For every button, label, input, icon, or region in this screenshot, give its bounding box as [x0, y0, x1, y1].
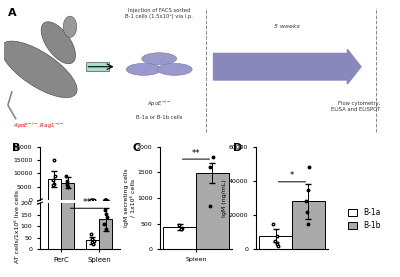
Text: Flow cytometry,
ELISA and ELISPOT: Flow cytometry, ELISA and ELISPOT — [331, 101, 380, 112]
Text: B: B — [12, 143, 20, 153]
Text: 5 weeks: 5 weeks — [274, 24, 300, 29]
Text: **: ** — [192, 148, 200, 158]
Ellipse shape — [63, 16, 77, 37]
Bar — [259, 236, 292, 249]
Bar — [292, 201, 325, 249]
Text: A: A — [8, 8, 16, 18]
Circle shape — [126, 63, 161, 75]
Ellipse shape — [41, 22, 76, 64]
Bar — [163, 227, 196, 249]
Bar — [86, 240, 99, 249]
Ellipse shape — [1, 41, 77, 98]
Text: $\mathit{ApoE^{-/-}.Rag1^{-/-}}$: $\mathit{ApoE^{-/-}.Rag1^{-/-}}$ — [13, 120, 64, 130]
Circle shape — [142, 53, 177, 65]
Bar — [99, 219, 112, 249]
FancyBboxPatch shape — [87, 62, 110, 72]
Circle shape — [157, 63, 192, 75]
Bar — [196, 173, 229, 249]
Y-axis label: IgM secreting cells
/ 1x10⁶ cells: IgM secreting cells / 1x10⁶ cells — [124, 169, 135, 227]
Text: D: D — [233, 143, 242, 153]
FancyArrow shape — [214, 49, 361, 84]
Text: $\mathit{ApoE^{-/-}}$: $\mathit{ApoE^{-/-}}$ — [147, 99, 171, 109]
Text: Injection of FACS sorted
B-1 cells (1.5x10⁵) via i.p.: Injection of FACS sorted B-1 cells (1.5x… — [125, 8, 193, 19]
Text: **: ** — [82, 198, 91, 207]
Text: *: * — [290, 171, 294, 180]
Text: C: C — [133, 143, 141, 153]
Y-axis label: IgM (ng/mL): IgM (ng/mL) — [222, 179, 228, 217]
Bar — [61, 183, 74, 200]
Bar — [48, 0, 61, 249]
Legend: B-1a, B-1b: B-1a, B-1b — [344, 205, 384, 233]
Y-axis label: AT cells/1x10⁶ live cells: AT cells/1x10⁶ live cells — [14, 190, 19, 263]
Text: B-1a or B-1b cells: B-1a or B-1b cells — [136, 115, 182, 120]
Bar — [48, 179, 61, 200]
Bar — [61, 0, 74, 249]
